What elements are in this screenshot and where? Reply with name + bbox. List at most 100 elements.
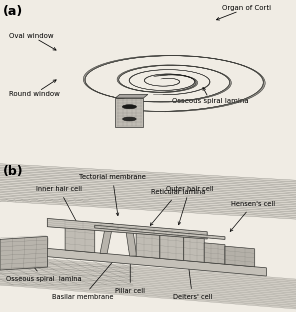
Polygon shape [171,75,181,76]
Polygon shape [130,81,131,84]
Polygon shape [175,84,178,85]
Polygon shape [83,70,94,78]
Polygon shape [181,88,192,90]
Polygon shape [169,85,173,86]
Polygon shape [131,83,134,85]
Polygon shape [186,71,195,73]
Polygon shape [176,108,215,111]
Polygon shape [153,65,175,66]
Polygon shape [194,83,198,86]
Polygon shape [196,80,197,84]
Polygon shape [130,76,134,78]
Text: Reticular lamina: Reticular lamina [150,189,205,225]
Polygon shape [225,246,255,267]
Polygon shape [173,89,182,90]
Polygon shape [115,95,148,98]
Polygon shape [112,97,136,101]
Polygon shape [167,85,172,86]
Polygon shape [142,91,157,92]
Polygon shape [177,83,179,84]
Polygon shape [178,89,191,91]
Polygon shape [185,106,222,110]
Polygon shape [150,75,155,76]
Polygon shape [158,74,165,75]
Polygon shape [160,233,184,261]
Polygon shape [216,100,246,107]
Polygon shape [133,100,161,102]
Polygon shape [150,70,161,71]
Polygon shape [208,78,210,81]
Polygon shape [122,99,148,102]
Polygon shape [121,70,135,74]
Polygon shape [193,89,202,91]
Polygon shape [262,78,265,88]
Polygon shape [168,100,195,102]
Polygon shape [155,85,160,86]
Text: Osseous spiral lamina: Osseous spiral lamina [172,88,248,104]
Polygon shape [171,89,180,90]
Polygon shape [96,91,114,97]
Polygon shape [186,66,206,69]
Ellipse shape [122,105,136,109]
Polygon shape [256,71,263,81]
Polygon shape [176,75,185,76]
Text: Round window: Round window [9,80,60,97]
Polygon shape [176,70,187,71]
Polygon shape [173,90,187,91]
Polygon shape [153,85,158,86]
Polygon shape [86,66,101,74]
Polygon shape [173,93,186,95]
Polygon shape [137,66,157,68]
Polygon shape [169,94,182,95]
Polygon shape [105,58,133,63]
Polygon shape [192,72,200,74]
Polygon shape [148,84,151,85]
Polygon shape [170,78,173,79]
Polygon shape [130,80,131,83]
Polygon shape [207,82,210,85]
Polygon shape [207,77,209,80]
Polygon shape [146,82,148,84]
Polygon shape [243,65,259,74]
Polygon shape [200,93,220,98]
Polygon shape [0,164,296,219]
Polygon shape [184,76,191,78]
Polygon shape [84,68,97,76]
Polygon shape [182,75,189,77]
Polygon shape [144,80,145,82]
Polygon shape [186,76,192,78]
Polygon shape [141,66,162,67]
Polygon shape [167,65,189,66]
Polygon shape [139,90,154,92]
Polygon shape [197,73,204,76]
Polygon shape [174,84,178,85]
Polygon shape [191,84,197,87]
Polygon shape [123,69,138,73]
Polygon shape [220,59,245,66]
Text: Osseous spiral  lamina: Osseous spiral lamina [6,261,81,282]
Polygon shape [189,77,192,79]
Polygon shape [126,87,138,90]
Polygon shape [162,55,197,56]
Polygon shape [172,78,175,79]
Polygon shape [184,76,189,77]
Polygon shape [205,92,223,97]
Polygon shape [128,88,141,91]
Polygon shape [179,82,180,83]
Polygon shape [87,65,105,72]
Polygon shape [88,86,101,94]
Polygon shape [230,96,255,104]
Polygon shape [208,81,210,85]
Polygon shape [203,85,209,88]
Polygon shape [179,81,180,82]
Polygon shape [153,75,159,76]
Polygon shape [148,91,164,93]
Polygon shape [167,91,182,92]
Polygon shape [260,80,265,90]
Polygon shape [193,79,194,81]
Polygon shape [238,64,257,72]
Polygon shape [202,75,207,77]
Polygon shape [119,80,121,85]
Polygon shape [209,80,210,83]
Polygon shape [195,66,213,71]
